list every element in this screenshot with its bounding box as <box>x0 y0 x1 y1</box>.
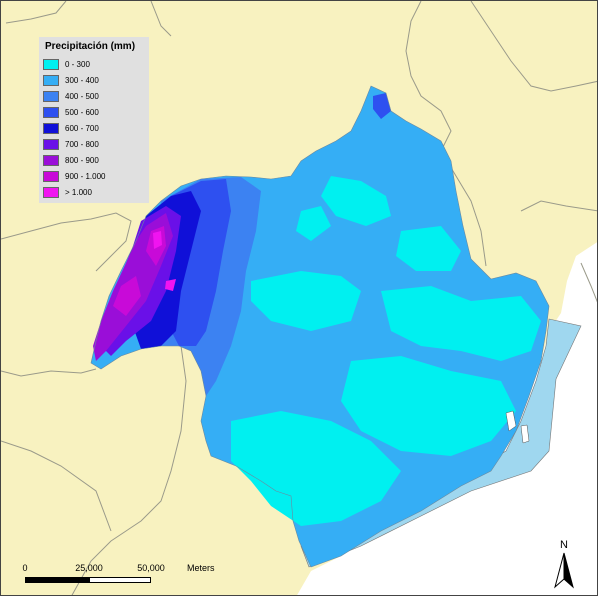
legend-swatch <box>43 58 59 70</box>
legend-label: > 1.000 <box>65 187 92 197</box>
scale-segment-1 <box>25 577 89 583</box>
legend-item: 300 - 400 <box>43 72 145 88</box>
zone-500-600-ne <box>373 93 391 119</box>
legend-title: Precipitación (mm) <box>45 41 136 52</box>
legend-item: 400 - 500 <box>43 88 145 104</box>
legend-label: 0 - 300 <box>65 59 90 69</box>
scale-label-25000: 25,000 <box>75 563 103 573</box>
legend-item: 900 - 1.000 <box>43 168 145 184</box>
legend-label: 800 - 900 <box>65 155 99 165</box>
legend-label: 500 - 600 <box>65 107 99 117</box>
scale-segment-2 <box>89 577 151 583</box>
legend-swatch <box>43 138 59 150</box>
legend-item: 700 - 800 <box>43 136 145 152</box>
legend-item: 800 - 900 <box>43 152 145 168</box>
zone-900-1000 <box>113 226 166 316</box>
legend-label: 900 - 1.000 <box>65 171 106 181</box>
north-label: N <box>560 539 568 551</box>
legend-swatch <box>43 122 59 134</box>
legend-swatch <box>43 74 59 86</box>
legend-label: 300 - 400 <box>65 75 99 85</box>
legend-item: 600 - 700 <box>43 120 145 136</box>
map-legend: Precipitación (mm) 0 - 300 300 - 400 400 -… <box>39 37 149 203</box>
zone-over-1000 <box>153 231 176 291</box>
scale-label-0: 0 <box>22 563 28 573</box>
legend-swatch <box>43 90 59 102</box>
sea-area <box>297 242 597 595</box>
coastal-features <box>505 410 530 444</box>
scale-bar: 0 25,000 50,000 Meters <box>21 563 261 593</box>
legend-swatch <box>43 154 59 166</box>
legend-item: 500 - 600 <box>43 104 145 120</box>
legend-swatch <box>43 106 59 118</box>
scale-label-50000: 50,000 <box>137 563 165 573</box>
region-outline <box>90 85 550 568</box>
legend-label: 600 - 700 <box>65 123 99 133</box>
legend-item: > 1.000 <box>43 184 145 200</box>
legend-item: 0 - 300 <box>43 56 145 72</box>
precipitation-raster <box>90 85 550 568</box>
legend-label: 700 - 800 <box>65 139 99 149</box>
zone-0-300 <box>231 176 541 526</box>
north-arrow: N <box>549 539 579 589</box>
scale-units: Meters <box>187 563 215 573</box>
legend-swatch <box>43 170 59 182</box>
north-arrow-icon <box>554 552 574 589</box>
legend-label: 400 - 500 <box>65 91 99 101</box>
legend-items: 0 - 300 300 - 400 400 - 500 500 - 600 600 - … <box>43 56 145 200</box>
legend-swatch <box>43 186 59 198</box>
